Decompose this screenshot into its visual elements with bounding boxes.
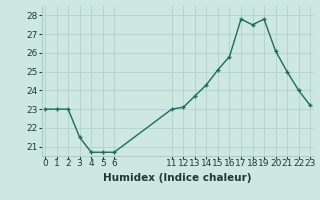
- X-axis label: Humidex (Indice chaleur): Humidex (Indice chaleur): [103, 173, 252, 183]
